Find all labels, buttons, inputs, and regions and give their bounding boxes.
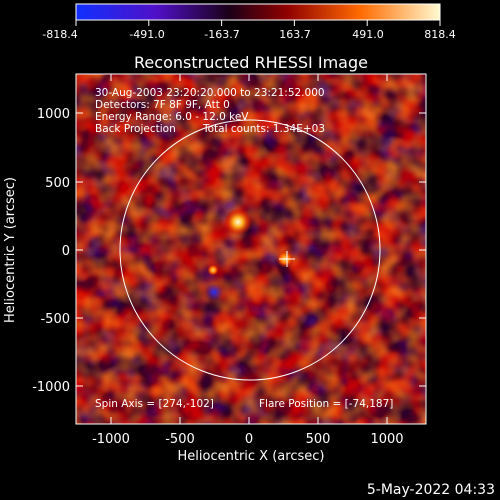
x-tick-label: -1000 <box>92 432 130 447</box>
y-tick-label: 0 <box>62 244 70 259</box>
y-axis-title: Heliocentric Y (arcsec) <box>3 177 18 323</box>
total-counts-text: Total counts: 1.34E+03 <box>202 123 325 135</box>
plot-frame <box>75 73 427 425</box>
time-range-text: 30-Aug-2003 23:20:20.000 to 23:21:52.000 <box>95 87 325 99</box>
info-overlay: 30-Aug-2003 23:20:20.000 to 23:21:52.000… <box>95 87 325 135</box>
flare-position-marker <box>279 251 295 267</box>
bright-source <box>224 208 252 236</box>
colorbar-tick-label: -491.0 <box>129 28 164 41</box>
solar-limb-circle <box>119 119 381 381</box>
y-tick-label: 500 <box>45 176 70 191</box>
plot-title: Reconstructed RHESSI Image <box>134 53 368 72</box>
x-tick-label: 1000 <box>370 432 403 447</box>
detectors-text: Detectors: 7F 8F 9F, Att 0 <box>95 99 230 111</box>
colorbar-tick-label: -818.4 <box>42 28 77 41</box>
x-axis-title: Heliocentric X (arcsec) <box>178 449 325 464</box>
timestamp: 5-May-2022 04:33 <box>367 482 495 498</box>
colorbar-tick-label: 491.0 <box>352 28 384 41</box>
negative-source <box>205 283 223 301</box>
y-tick-label: -500 <box>40 312 70 327</box>
y-tick-label: -1000 <box>32 380 70 395</box>
y-axis-ticks <box>76 112 426 387</box>
minor-source <box>207 264 219 276</box>
colorbar-gradient <box>75 3 441 21</box>
colorbar: -818.4 -491.0 -163.7 163.7 491.0 818.4 <box>42 3 456 41</box>
colorbar-tick-label: 163.7 <box>279 28 311 41</box>
colorbar-tick-label: -163.7 <box>204 28 239 41</box>
x-axis-ticks <box>110 74 388 424</box>
method-text: Back Projection <box>95 123 176 135</box>
y-tick-label: 1000 <box>37 107 70 122</box>
flare-position-text: Flare Position = [-74,187] <box>259 398 393 410</box>
x-tick-label: 500 <box>306 432 331 447</box>
x-tick-label: -500 <box>165 432 195 447</box>
x-tick-label: 0 <box>245 432 253 447</box>
colorbar-tick-label: 818.4 <box>424 28 456 41</box>
energy-range-text: Energy Range: 6.0 - 12.0 keV <box>95 111 249 123</box>
solar-image <box>76 74 426 424</box>
spin-axis-text: Spin Axis = [274,-102] <box>95 398 214 410</box>
